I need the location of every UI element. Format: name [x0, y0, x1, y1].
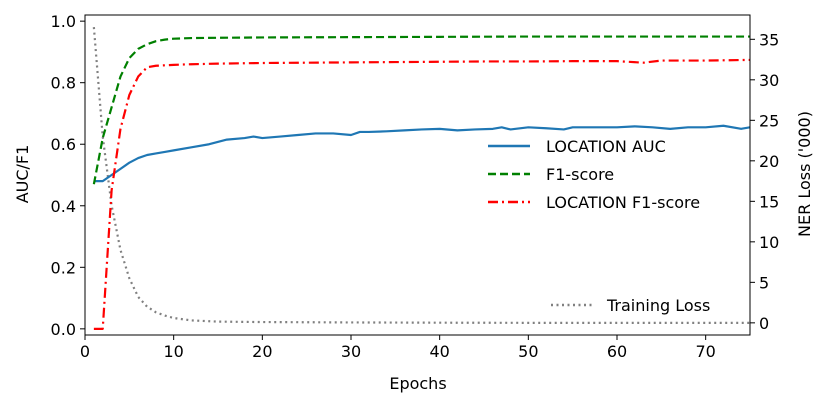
- y2-tick-label: 5: [759, 273, 769, 292]
- y-tick-label: 0.0: [51, 320, 76, 339]
- y2-tick-label: 15: [759, 192, 779, 211]
- legend-label: LOCATION AUC: [546, 137, 666, 156]
- x-axis-label: Epochs: [389, 374, 446, 393]
- x-tick-label: 50: [518, 342, 538, 361]
- legend-label: F1-score: [546, 165, 614, 184]
- y-tick-label: 0.8: [51, 74, 76, 93]
- series-line-location-f1-score: [93, 58, 750, 330]
- y2-tick-label: 20: [759, 152, 779, 171]
- x-tick-label: 70: [695, 342, 715, 361]
- y-axis-label: AUC/F1: [13, 145, 32, 204]
- y-tick-label: 0.6: [51, 135, 76, 154]
- y2-tick-label: 35: [759, 30, 779, 49]
- x-tick-label: 10: [163, 342, 183, 361]
- axes: [84, 14, 751, 336]
- x-tick-label: 40: [429, 342, 449, 361]
- y2-tick-label: 0: [759, 314, 769, 333]
- legend-training-loss: Training Loss: [551, 296, 710, 315]
- y-tick-label: 1.0: [51, 12, 76, 31]
- series-line-location-auc: [93, 124, 750, 183]
- y2-tick-label: 25: [759, 111, 779, 130]
- ticks: 0 10 20 30 40 50 60 70 0.0 0.2 0.4 0.6 0.8 1.0 0 5 10 15 2…: [51, 12, 780, 361]
- plot-area: [92, 27, 750, 330]
- x-tick-label: 60: [607, 342, 627, 361]
- series-line-f1-score: [92, 35, 750, 185]
- series-line-training-loss: [92, 27, 750, 324]
- x-tick-label: 30: [341, 342, 361, 361]
- y2-axis-label: NER Loss ('000): [795, 111, 814, 237]
- x-tick-label: 0: [80, 342, 90, 361]
- x-tick-label: 20: [252, 342, 272, 361]
- y-tick-label: 0.2: [51, 258, 76, 277]
- legend-label: LOCATION F1-score: [546, 193, 700, 212]
- plot-frame: [84, 14, 751, 336]
- legend: LOCATION AUC F1-score LOCATION F1-score: [488, 137, 700, 212]
- legend-label: Training Loss: [606, 296, 710, 315]
- y2-tick-label: 30: [759, 71, 779, 90]
- y-tick-label: 0.4: [51, 197, 76, 216]
- y2-tick-label: 10: [759, 233, 779, 252]
